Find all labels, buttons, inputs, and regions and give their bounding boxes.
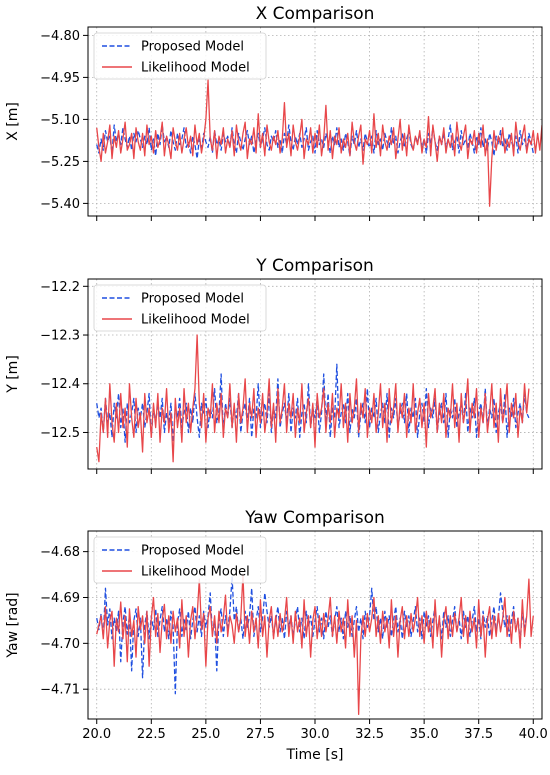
y-tick-label: −4.95 <box>40 71 80 86</box>
legend-label: Likelihood Model <box>141 565 250 580</box>
y-tick-label: −12.5 <box>40 426 80 441</box>
legend-box <box>93 536 267 584</box>
x-tick-label: 30.0 <box>301 727 330 742</box>
series-line-likelihood <box>96 573 534 716</box>
series-line-likelihood <box>96 334 530 463</box>
y-axis-label: X [m] <box>5 102 21 141</box>
x-tick-label: 35.0 <box>410 727 439 742</box>
chart-title: X Comparison <box>256 4 375 24</box>
chart-title: Yaw Comparison <box>244 508 385 528</box>
y-tick-label: −5.40 <box>40 197 80 212</box>
x-tick-label: 37.5 <box>464 727 493 742</box>
y-tick-label: −12.4 <box>40 377 80 392</box>
y-tick-label: −12.3 <box>40 329 80 344</box>
x-tick-label: 32.5 <box>355 727 384 742</box>
y-axis-label: Yaw [rad] <box>5 592 21 658</box>
legend-box <box>93 32 267 80</box>
chart-title: Y Comparison <box>255 256 374 276</box>
x-tick-label: 27.5 <box>246 727 275 742</box>
x-tick-label: 40.0 <box>519 727 548 742</box>
legend-label: Likelihood Model <box>141 61 250 76</box>
y-tick-label: −4.69 <box>40 591 80 606</box>
chart-panel-0: X Comparison −4.80 −4.95 −5.10 −5.25 −5.40 X [… <box>5 4 543 221</box>
legend-label: Proposed Model <box>141 544 244 559</box>
legend: Proposed Model Likelihood Model <box>93 32 267 80</box>
x-tick-label: 20.0 <box>82 727 111 742</box>
x-axis-label: Time [s] <box>286 747 344 763</box>
legend: Proposed Model Likelihood Model <box>93 536 267 584</box>
series-line-proposed <box>96 576 528 695</box>
chart-panel-1: Y Comparison −12.2 −12.3 −12.4 −12.5 Y [m] Pro… <box>5 256 543 474</box>
legend-label: Proposed Model <box>141 40 244 55</box>
y-tick-label: −4.71 <box>40 683 80 698</box>
y-tick-label: −12.2 <box>40 280 80 295</box>
y-tick-label: −5.10 <box>40 113 80 128</box>
legend: Proposed Model Likelihood Model <box>93 284 267 332</box>
series-line-proposed <box>96 124 534 160</box>
y-tick-label: −4.70 <box>40 637 80 652</box>
y-tick-label: −4.68 <box>40 545 80 560</box>
legend-box <box>93 284 267 332</box>
x-tick-label: 22.5 <box>137 727 166 742</box>
chart-panel-2: Yaw Comparison −4.68 −4.69 −4.70 −4.71 20.0 22… <box>5 508 548 763</box>
legend-label: Likelihood Model <box>141 313 250 328</box>
y-axis-label: Y [m] <box>5 355 21 394</box>
x-tick-label: 25.0 <box>191 727 220 742</box>
series-line-likelihood <box>96 79 542 207</box>
y-tick-label: −5.25 <box>40 155 80 170</box>
legend-label: Proposed Model <box>141 292 244 307</box>
y-tick-label: −4.80 <box>40 29 80 44</box>
